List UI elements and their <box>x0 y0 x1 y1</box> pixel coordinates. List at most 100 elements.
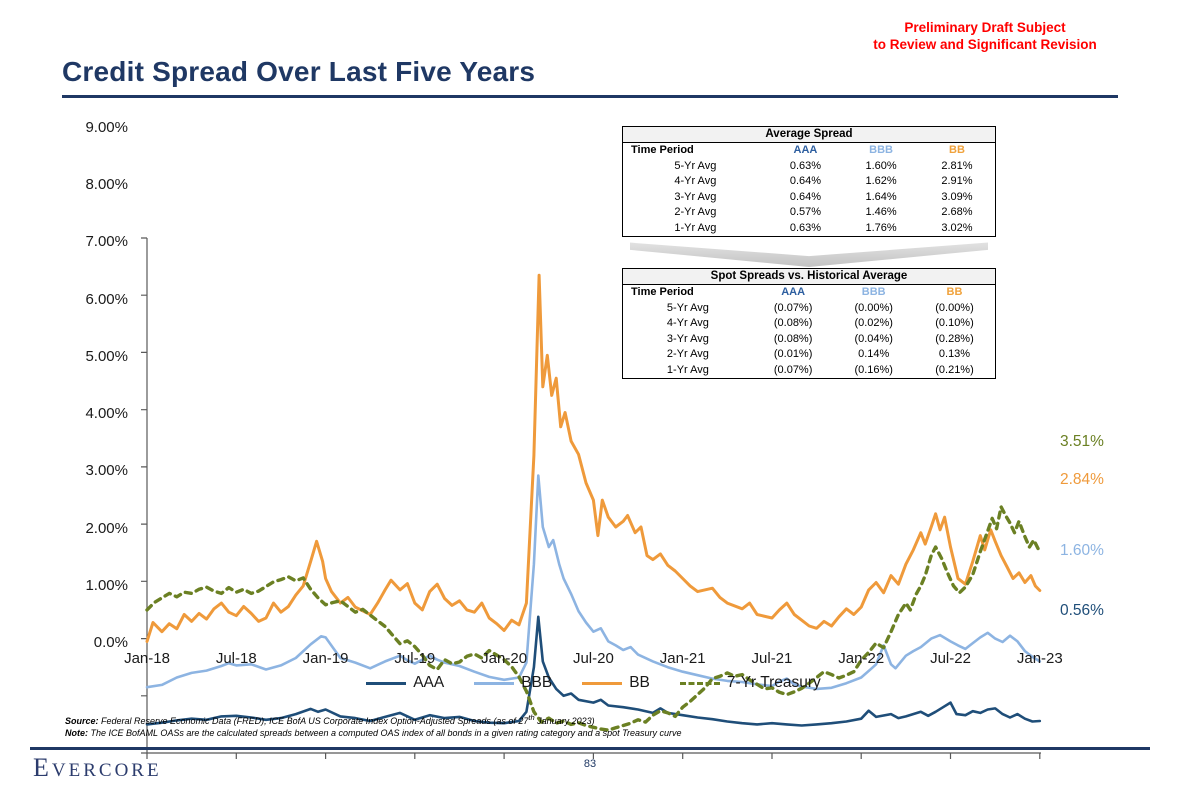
logo-rest: VERCORE <box>51 760 162 781</box>
source-text: Federal Reserve Economic Data (FRED), IC… <box>98 716 529 726</box>
table-row: 5-Yr Avg (0.07%) (0.00%) (0.00%) <box>623 301 996 317</box>
footer-rule <box>30 747 1150 750</box>
table-cell: 0.63% <box>789 159 822 172</box>
table-cell: 0.64% <box>789 175 822 188</box>
spot-spreads-table: Spot Spreads vs. Historical Average Time … <box>622 268 996 379</box>
table-cell: 3-Yr Avg <box>666 332 709 345</box>
legend-label: 7-Yr Treasury <box>726 674 821 691</box>
table-cell: 4-Yr Avg <box>666 317 709 330</box>
disclaimer-line2: to Review and Significant Revision <box>873 36 1097 52</box>
table-cell: 0.64% <box>789 190 822 203</box>
table-cell: (0.00%) <box>854 301 893 314</box>
x-tick-label: Jan-20 <box>481 650 528 667</box>
legend-item-7-yr-treasury: 7-Yr Treasury <box>679 674 821 692</box>
table-cell: (0.00%) <box>935 301 974 314</box>
table-cell: 5-Yr Avg <box>666 301 709 314</box>
table-cell: 0.57% <box>789 206 822 219</box>
source-text-end: January 2023) <box>534 716 595 726</box>
credit-spread-chart: 9.00% 8.00% 7.00% 6.00% 5.00% 4.00% 3.00% 2.00%… <box>0 110 1180 759</box>
x-tick-label: Jan-19 <box>302 650 349 667</box>
legend-item-aaa: AAA <box>366 674 444 692</box>
x-tick-label: Jul-18 <box>215 650 257 667</box>
table-row: 1-Yr Avg 0.63% 1.76% 3.02% <box>623 221 996 237</box>
table-cell: (0.02%) <box>854 317 893 330</box>
table-cell: (0.08%) <box>773 317 813 330</box>
table-cell: 1.76% <box>865 221 897 234</box>
y-tick-label: 3.00% <box>85 462 128 480</box>
series-line-7-yr-treasury <box>145 505 1042 732</box>
legend-label: BBB <box>521 674 553 691</box>
table-cell: (0.28%) <box>935 332 974 345</box>
table-cell: 3.09% <box>941 190 973 203</box>
y-tick-label: 8.00% <box>85 176 128 194</box>
legend-label: BB <box>629 674 650 691</box>
end-label-bbb: 1.60% <box>1060 542 1104 560</box>
series-line-bbb <box>145 474 1042 691</box>
table-cell: 2-Yr Avg <box>666 348 709 361</box>
disclaimer-line1: Preliminary Draft Subject <box>904 20 1066 35</box>
legend-item-bbb: BBB <box>474 674 552 692</box>
table-cell: 2.81% <box>941 159 973 172</box>
y-tick-label: 0.0% <box>93 634 128 651</box>
series-line-bb <box>145 273 1042 643</box>
table-cell: (0.21%) <box>935 363 974 376</box>
table-cell: (0.01%) <box>773 348 813 361</box>
source-note: Source: Federal Reserve Economic Data (F… <box>65 713 682 727</box>
y-tick-label: 6.00% <box>85 290 128 308</box>
chart-legend: AAA BBB BB 7-Yr Treasury <box>147 674 1040 692</box>
table-cell: (0.07%) <box>773 363 813 376</box>
table-cell: 2.68% <box>941 206 973 219</box>
table-cell: 1.46% <box>865 206 897 219</box>
average-spread-table: Average Spread Time Period AAA BBB BB 5-Yr Av… <box>622 126 996 237</box>
column-header: BB <box>949 144 965 157</box>
y-tick-label: 4.00% <box>85 405 128 423</box>
column-header: AAA <box>781 286 806 299</box>
axis-ticks <box>141 237 1041 759</box>
column-header: BB <box>946 286 963 299</box>
table-cell: 1.62% <box>865 175 897 188</box>
table-cell: 0.63% <box>789 221 822 234</box>
evercore-logo: EVERCORE <box>33 753 162 783</box>
x-tick-label: Jul-20 <box>572 650 614 667</box>
table-cell: 3-Yr Avg <box>674 190 717 203</box>
column-header: BBB <box>869 144 893 157</box>
legend-line-icon <box>679 681 720 685</box>
legend-line-icon <box>366 681 407 685</box>
table-row: 2-Yr Avg (0.01%) 0.14% 0.13% <box>623 347 996 363</box>
note-label: Note: <box>65 728 88 739</box>
table-cell: (0.10%) <box>935 317 974 330</box>
x-tick-label: Jul-21 <box>751 650 793 667</box>
legend-line-icon <box>582 681 623 685</box>
column-header: Time Period <box>631 144 694 157</box>
x-tick-label: Jan-18 <box>124 650 170 667</box>
table-title: Spot Spreads vs. Historical Average <box>622 268 996 285</box>
end-label-7-yr-treasury: 3.51% <box>1060 433 1104 451</box>
table-cell: 2-Yr Avg <box>674 206 717 219</box>
column-header: AAA <box>793 144 818 157</box>
x-tick-label: Jul-22 <box>930 650 971 667</box>
plot-canvas <box>141 237 1042 759</box>
table-cell: 1.64% <box>865 190 897 203</box>
logo-initial: E <box>33 753 52 782</box>
x-tick-label: Jan-21 <box>659 650 706 667</box>
disclaimer-text: Preliminary Draft Subject to Review and … <box>790 20 1180 54</box>
page-title: Credit Spread Over Last Five Years <box>62 56 536 87</box>
y-tick-label: 7.00% <box>85 233 128 251</box>
table-cell: 4-Yr Avg <box>674 175 717 188</box>
end-label-bb: 2.84% <box>1060 471 1104 489</box>
table-cell: (0.07%) <box>773 301 813 314</box>
table-row: 4-Yr Avg 0.64% 1.62% 2.91% <box>623 174 996 190</box>
table-row: 4-Yr Avg (0.08%) (0.02%) (0.10%) <box>623 316 996 332</box>
table-row: 3-Yr Avg 0.64% 1.64% 3.09% <box>623 190 996 206</box>
table-cell: (0.16%) <box>854 363 893 376</box>
table-row: 1-Yr Avg (0.07%) (0.16%) (0.21%) <box>623 363 996 379</box>
legend-line-icon <box>474 681 515 685</box>
table-row: 3-Yr Avg (0.08%) (0.04%) (0.28%) <box>623 332 996 348</box>
table-cell: 1.60% <box>865 159 897 172</box>
table-cell: 1-Yr Avg <box>666 363 709 376</box>
table-cell: 0.13% <box>938 348 971 361</box>
table-cell: (0.04%) <box>854 332 893 345</box>
legend-label: AAA <box>413 674 445 691</box>
table-row: 2-Yr Avg 0.57% 1.46% 2.68% <box>623 205 996 221</box>
